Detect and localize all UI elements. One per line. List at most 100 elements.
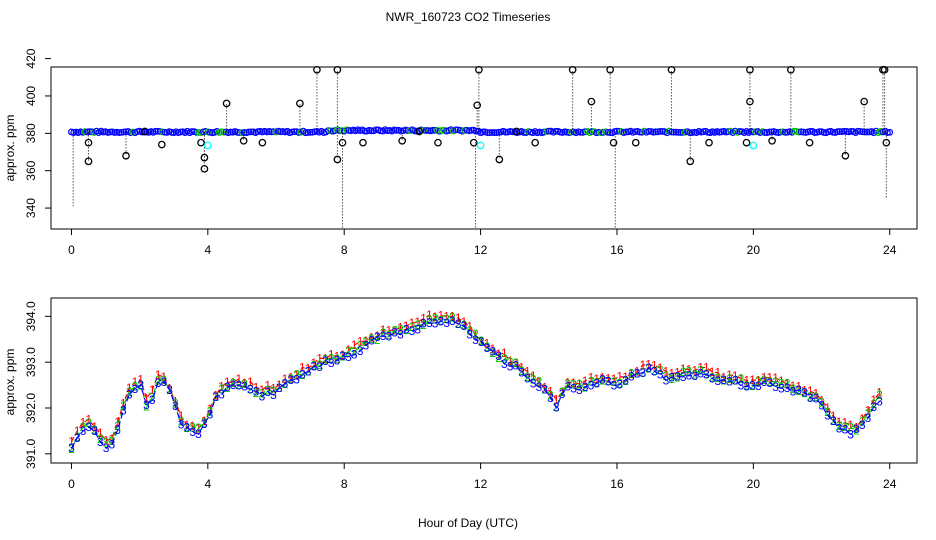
series-2-marker: 2	[772, 375, 779, 389]
series-2-marker: 2	[259, 386, 266, 400]
top-x-tick-label: 20	[747, 243, 761, 257]
series-1-marker: 1	[564, 376, 571, 390]
series-1-marker: 1	[178, 409, 185, 423]
series-1-marker: 1	[461, 315, 468, 329]
ambient-point	[236, 129, 244, 137]
series-1-marker: 1	[120, 396, 127, 410]
top-series	[68, 65, 894, 229]
series-3-marker: 3	[645, 361, 652, 375]
ambient-point	[761, 129, 769, 136]
series-1-marker: 1	[276, 378, 283, 392]
series-2-marker: 2	[513, 356, 520, 370]
series-1-marker: 1	[847, 418, 854, 432]
series-2-marker: 2	[230, 376, 237, 390]
series-3-marker: 3	[409, 324, 416, 338]
series-2-marker: 2	[622, 374, 629, 388]
series-3-marker: 3	[709, 372, 716, 386]
series-3-marker: 3	[876, 395, 883, 409]
spike-point	[398, 136, 407, 145]
spike-point	[296, 99, 304, 108]
series-3-marker: 3	[414, 322, 421, 336]
series-1-marker: 1	[207, 402, 214, 416]
ambient-point	[679, 128, 687, 136]
series-2-marker: 2	[616, 376, 623, 390]
series-3-marker: 3	[732, 374, 739, 388]
ambient-point	[177, 128, 184, 136]
series-2-marker: 2	[270, 384, 277, 398]
ambient-point	[672, 128, 680, 136]
ambient-point	[509, 128, 516, 136]
series-2-marker: 2	[484, 340, 491, 354]
series-3-marker: 3	[599, 373, 606, 387]
series-1-marker: 1	[640, 358, 647, 372]
top-y-tick-label: 360	[24, 160, 38, 180]
series-2-marker: 2	[120, 399, 127, 413]
series-3-marker: 3	[697, 366, 704, 380]
ambient-point	[479, 128, 487, 136]
series-3-marker: 3	[478, 335, 485, 349]
series-3-marker: 3	[386, 330, 393, 344]
series-1-marker: 1	[807, 384, 814, 398]
series-1-marker: 1	[576, 377, 583, 391]
ambient-point	[238, 129, 246, 137]
series-2-marker: 2	[247, 382, 254, 396]
low-spike-point	[197, 138, 205, 147]
top-y-axis-label: approx. ppm	[3, 115, 17, 182]
series-3-marker: 3	[772, 380, 779, 394]
series-1-marker: 1	[588, 371, 595, 385]
spike-point	[222, 99, 231, 108]
series-3-marker: 3	[622, 373, 629, 387]
ambient-point	[736, 128, 744, 135]
series-1-marker: 1	[830, 409, 837, 423]
series-3-marker: 3	[489, 344, 496, 358]
spike-point	[475, 65, 483, 74]
series-3-marker: 3	[299, 368, 306, 382]
series-1-marker: 1	[143, 392, 150, 406]
series-1-marker: 1	[772, 371, 779, 385]
top-x-tick-label: 8	[341, 243, 348, 257]
series-3-marker: 3	[466, 327, 473, 341]
series-1-marker: 1	[443, 309, 450, 323]
top-y-tick-label: 380	[24, 123, 38, 143]
series-3-marker: 3	[160, 375, 167, 389]
ambient-point	[840, 127, 848, 135]
ambient-point	[452, 126, 459, 134]
series-3-marker: 3	[235, 379, 242, 393]
ambient-point	[604, 128, 612, 136]
series-2-marker: 2	[68, 442, 75, 456]
series-2-marker: 2	[668, 372, 675, 386]
ambient-point	[461, 126, 469, 134]
series-3-marker: 3	[264, 385, 271, 399]
ambient-point	[193, 128, 200, 136]
series-1-marker: 1	[114, 415, 121, 429]
series-3-marker: 3	[836, 421, 843, 435]
series-3-marker: 3	[870, 400, 877, 414]
low-spike-point	[631, 138, 640, 147]
series-1-marker: 1	[726, 368, 733, 382]
spike-point	[333, 65, 342, 74]
series-3-marker: 3	[345, 350, 352, 364]
low-spike-point	[359, 138, 367, 147]
series-2-marker: 2	[109, 434, 116, 448]
calibration-point	[749, 141, 758, 150]
bottom-x-tick-label: 0	[68, 477, 75, 491]
series-3-marker: 3	[640, 366, 647, 380]
ambient-point	[336, 127, 344, 134]
series-2-marker: 2	[351, 345, 358, 359]
ambient-point	[115, 129, 123, 137]
bottom-y-tick-label: 393.0	[24, 347, 38, 377]
series-3-marker: 3	[588, 378, 595, 392]
series-3-marker: 3	[576, 383, 583, 397]
series-3-marker: 3	[293, 372, 300, 386]
ambient-point	[652, 128, 660, 136]
calibration-point	[476, 141, 485, 150]
series-2-marker: 2	[715, 371, 722, 385]
series-1-marker: 1	[466, 320, 473, 334]
series-1-marker: 1	[109, 432, 116, 446]
ambient-point	[377, 127, 384, 135]
series-3-marker: 3	[432, 317, 439, 331]
series-2-marker: 2	[536, 374, 543, 388]
series-1-marker: 1	[593, 372, 600, 386]
top-axes: 0 4 8 12 16 20 24 340 360 380 400 420	[24, 48, 897, 257]
